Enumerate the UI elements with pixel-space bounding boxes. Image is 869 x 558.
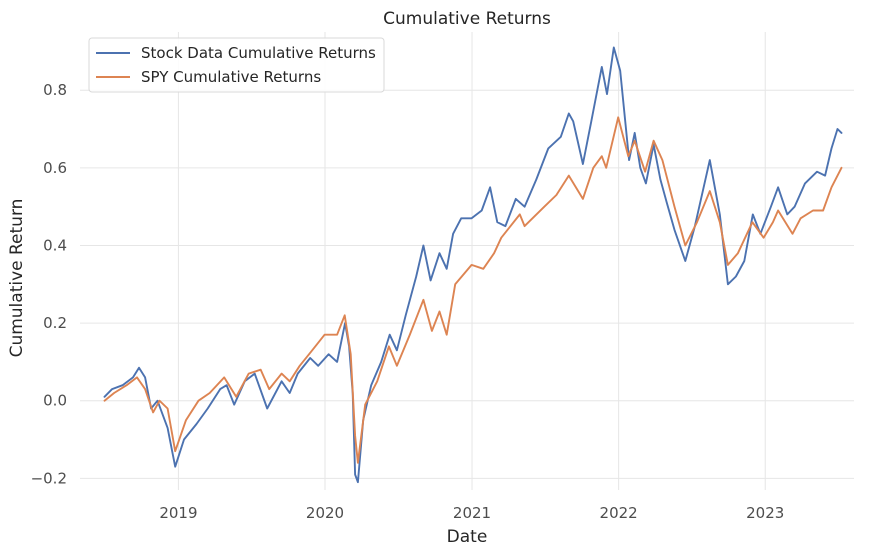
x-tick-label: 2021 [453, 504, 491, 522]
chart-title: Cumulative Returns [383, 9, 551, 29]
x-axis-label: Date [447, 527, 488, 547]
y-tick-label: −0.2 [31, 469, 67, 487]
legend-label-stock: Stock Data Cumulative Returns [141, 44, 376, 62]
x-tick-label: 2020 [306, 504, 344, 522]
legend-label-spy: SPY Cumulative Returns [141, 68, 321, 86]
y-tick-label: 0.2 [43, 314, 67, 332]
legend: Stock Data Cumulative Returns SPY Cumula… [88, 37, 385, 93]
x-tick-label: 2023 [746, 504, 784, 522]
grid-layer [80, 32, 854, 490]
y-tick-label: 0.8 [43, 81, 67, 99]
y-axis-label: Cumulative Return [7, 199, 27, 358]
tick-layer: −0.2 0.0 0.2 0.4 0.6 0.8 2019 2020 2021 2022 2023 [31, 81, 785, 522]
spy-cumulative-returns-line [103, 116, 843, 464]
x-tick-label: 2022 [600, 504, 638, 522]
y-tick-label: 0.0 [43, 392, 67, 410]
series-layer [103, 46, 843, 484]
y-tick-label: 0.6 [43, 159, 67, 177]
x-tick-label: 2019 [159, 504, 197, 522]
legend-frame [88, 37, 385, 93]
y-tick-label: 0.4 [43, 236, 67, 254]
